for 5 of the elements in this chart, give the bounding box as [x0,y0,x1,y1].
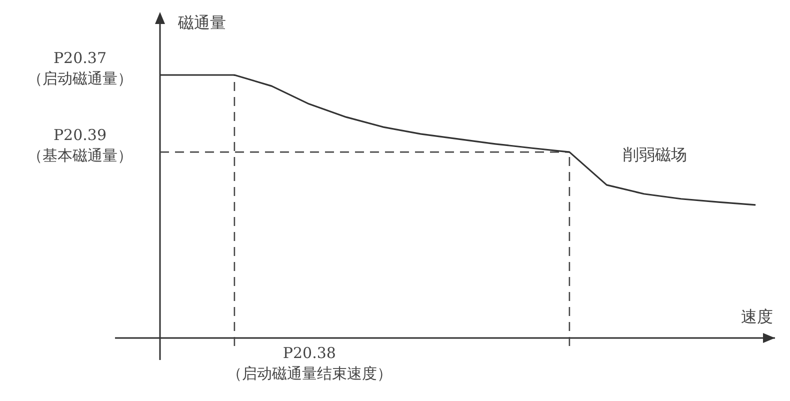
annotation: 削弱磁场 [623,145,687,164]
ylabel: 磁通量 [178,13,226,32]
annotation: P20.38 （启动磁通量结束速度） [226,344,392,382]
annotation: P20.37 （启动磁通量） [28,49,132,88]
xlabel: 速度 [741,307,773,326]
